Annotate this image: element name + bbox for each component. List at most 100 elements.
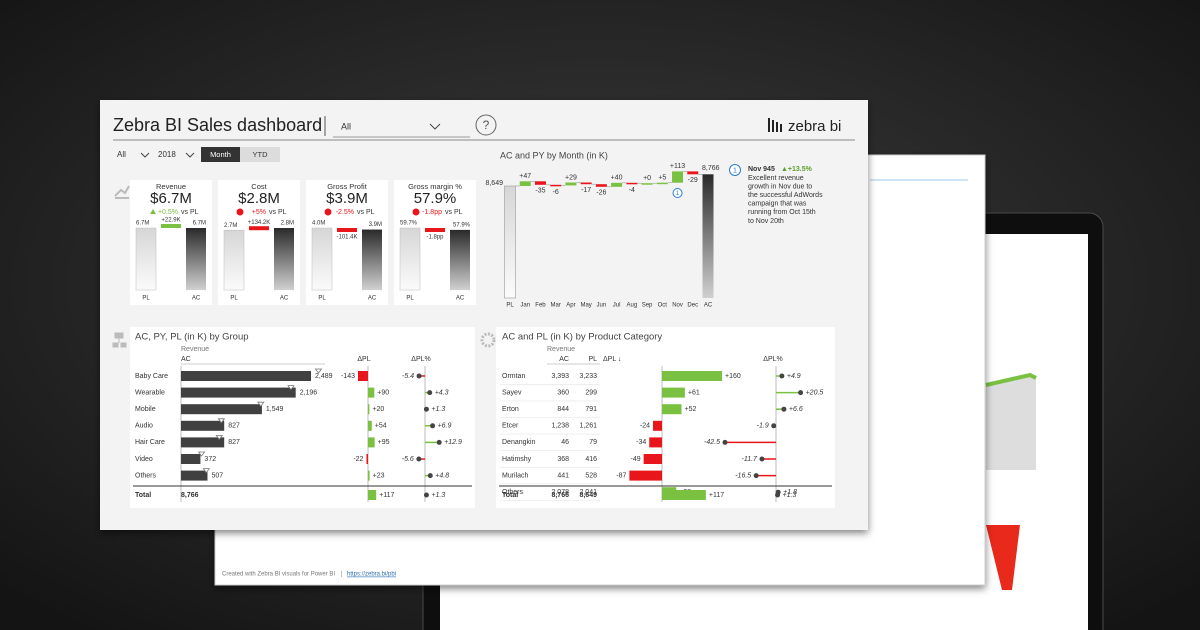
dplp-dot — [423, 492, 429, 498]
delta-bar — [641, 183, 653, 185]
dplp-label: -16.5 — [735, 472, 751, 479]
bar-axis-label: PL — [318, 296, 326, 302]
row-name: Denangkin — [502, 439, 536, 446]
category-chevron[interactable] — [140, 152, 150, 158]
help-icon[interactable] — [475, 114, 497, 136]
row-name: Others — [502, 489, 524, 496]
ac-total-bar — [702, 174, 714, 298]
delta-label: -26 — [596, 190, 606, 197]
variance-bar — [337, 228, 357, 232]
pl-label: 6.7M — [136, 221, 149, 227]
pl-marker — [202, 468, 211, 474]
pl-marker — [197, 451, 206, 457]
column-header: ΔPL — [357, 356, 370, 363]
dplp-label: +6.9 — [438, 423, 452, 430]
row-name: Audio — [135, 423, 153, 430]
pl-value: 2,041 — [579, 489, 597, 496]
dplp-dot — [781, 406, 787, 412]
kpi-vs: vs PL — [269, 209, 287, 216]
ac-bar — [181, 454, 201, 464]
delta-bar — [519, 181, 531, 186]
deco-area — [986, 375, 1036, 470]
pl-bar — [223, 229, 245, 291]
month-label: Mar — [551, 303, 561, 309]
month-label: Feb — [535, 303, 546, 309]
variance-bar — [161, 224, 181, 228]
delta-label: -17 — [581, 187, 591, 194]
settings-icon — [480, 332, 496, 348]
pl-marker — [215, 435, 224, 441]
ac-value: 3,393 — [551, 373, 569, 380]
month-button-label[interactable]: Month — [210, 150, 231, 159]
filter-value[interactable]: All — [341, 121, 351, 131]
ac-label: 507 — [211, 472, 223, 479]
ac-bar — [181, 404, 262, 415]
delta-bar — [550, 184, 562, 187]
variance-label: -1.8pp — [426, 235, 444, 241]
row-name: Murilach — [502, 472, 529, 479]
year-chevron[interactable] — [185, 152, 195, 158]
filter-chevron[interactable] — [429, 123, 441, 130]
category-filter[interactable]: All — [117, 150, 126, 159]
month-label: Aug — [627, 303, 638, 309]
logo-icon — [768, 118, 782, 132]
variance-label: -101.4K — [336, 235, 357, 241]
dpl-label: +117 — [379, 492, 394, 499]
measure-header: Revenue — [547, 346, 575, 353]
dplp-dot — [416, 456, 422, 462]
logo-stripe — [776, 122, 778, 132]
delta-bar — [611, 182, 623, 187]
year-filter[interactable]: 2018 — [158, 150, 176, 159]
row-name: Others — [135, 472, 157, 479]
ac-label: 2,196 — [300, 389, 318, 396]
delta-icon — [324, 208, 332, 216]
delta-bar — [687, 171, 699, 175]
ac-value: 2,078 — [551, 489, 569, 496]
kpi-label: Cost — [251, 182, 267, 191]
ac-bar — [450, 229, 470, 290]
ytd-button[interactable] — [240, 147, 280, 162]
ac-value: 844 — [557, 406, 569, 413]
dplp-label: +1.3 — [431, 492, 445, 499]
month-button[interactable] — [201, 147, 240, 162]
row-name: Mobile — [135, 406, 156, 413]
bar-axis-label: AC — [368, 296, 377, 302]
month-label: Apr — [566, 303, 575, 309]
row-name: Video — [135, 456, 153, 463]
comment-line: running from Oct 15th — [748, 209, 816, 216]
variance-bar — [249, 226, 269, 231]
dpl-label: +160 — [725, 373, 741, 380]
logo-stripe — [768, 118, 770, 132]
kpi-vs: vs PL — [357, 209, 375, 216]
variance-bar — [425, 228, 445, 232]
logo-stripe — [772, 120, 774, 132]
kpi-label: Gross margin % — [408, 182, 462, 191]
pl-total-bar — [504, 185, 516, 299]
footer-link[interactable]: https://zebra.bi/pbi — [347, 572, 396, 578]
delta-bar — [565, 182, 577, 186]
delta-label: +29 — [565, 174, 577, 181]
row-name: Wearable — [135, 389, 165, 396]
kpi-value: $6.7M — [150, 190, 192, 207]
pl-marker — [287, 385, 295, 391]
ytd-button-label[interactable]: YTD — [253, 150, 269, 159]
dplp-label: -42.5 — [704, 439, 720, 446]
ac-label: 2,489 — [315, 373, 333, 380]
dpl-bar — [368, 470, 370, 481]
dpl-label: -49 — [631, 456, 641, 463]
row-name: Hatimshy — [502, 456, 532, 463]
delta-bar — [534, 181, 546, 185]
dpl-bar — [649, 437, 662, 448]
group-icon — [112, 332, 127, 348]
dplp-dot — [771, 423, 777, 429]
dplp-label: -1.9 — [757, 423, 769, 430]
bar-axis-label: PL — [406, 296, 414, 302]
dpl-bar — [368, 404, 370, 415]
kpi-value: 57.9% — [414, 190, 457, 207]
help-text[interactable]: ? — [483, 118, 490, 132]
kpi-vs: vs PL — [445, 209, 463, 216]
dplp-dot — [753, 473, 759, 479]
dplp-dot — [759, 456, 765, 462]
dplp-label: +12.9 — [444, 439, 462, 446]
dpl-bar — [662, 371, 722, 381]
